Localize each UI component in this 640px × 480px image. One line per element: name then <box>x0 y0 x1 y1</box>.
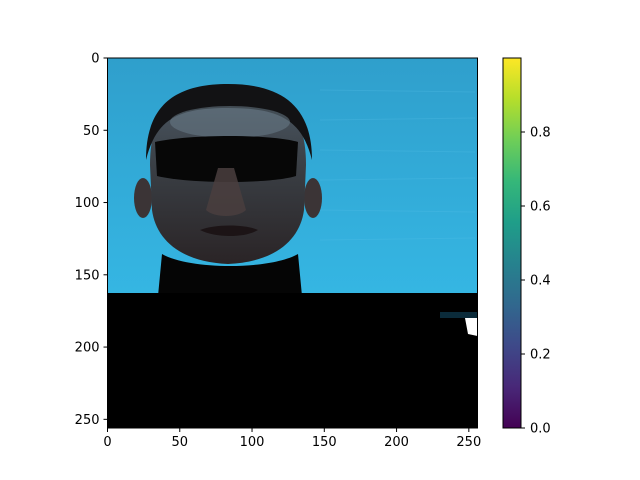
y-tick-label: 50 <box>83 124 100 139</box>
heatmap-image <box>107 58 478 428</box>
image-frame <box>107 57 478 429</box>
x-axis: 0 50 100 150 200 250 <box>103 428 481 450</box>
x-tick-label: 50 <box>171 435 188 450</box>
lower-right-edge <box>440 312 478 318</box>
hair <box>146 84 312 160</box>
y-tick-label: 250 <box>75 413 100 428</box>
y-tick-label: 100 <box>75 196 100 211</box>
y-tick-label: 200 <box>75 341 100 356</box>
background-texture <box>319 89 476 241</box>
x-tick-label: 200 <box>384 435 409 450</box>
colorbar-tick-label: 0.0 <box>530 422 551 437</box>
mouth <box>200 225 258 236</box>
dark-lower-region <box>107 293 478 428</box>
x-tick-label: 100 <box>240 435 265 450</box>
y-tick-label: 0 <box>91 52 99 67</box>
colorbar <box>502 57 522 429</box>
left-ear <box>134 178 152 218</box>
nose <box>206 168 246 216</box>
y-tick-label: 150 <box>75 268 100 283</box>
colorbar-tick-label: 0.6 <box>530 200 551 215</box>
turtleneck <box>158 254 302 296</box>
right-ear <box>304 178 322 218</box>
colorbar-tick-label: 0.8 <box>530 126 551 141</box>
x-tick-label: 150 <box>312 435 337 450</box>
x-tick-label: 0 <box>103 435 111 450</box>
colorbar-tick-label: 0.4 <box>530 274 551 289</box>
forehead <box>170 106 290 138</box>
colorbar-axis: 0.0 0.2 0.4 0.6 0.8 <box>521 126 551 437</box>
y-axis: 0 50 100 150 200 250 <box>75 52 108 428</box>
eye-band <box>155 136 298 182</box>
x-tick-label: 250 <box>456 435 481 450</box>
colorbar-tick-label: 0.2 <box>530 348 551 363</box>
